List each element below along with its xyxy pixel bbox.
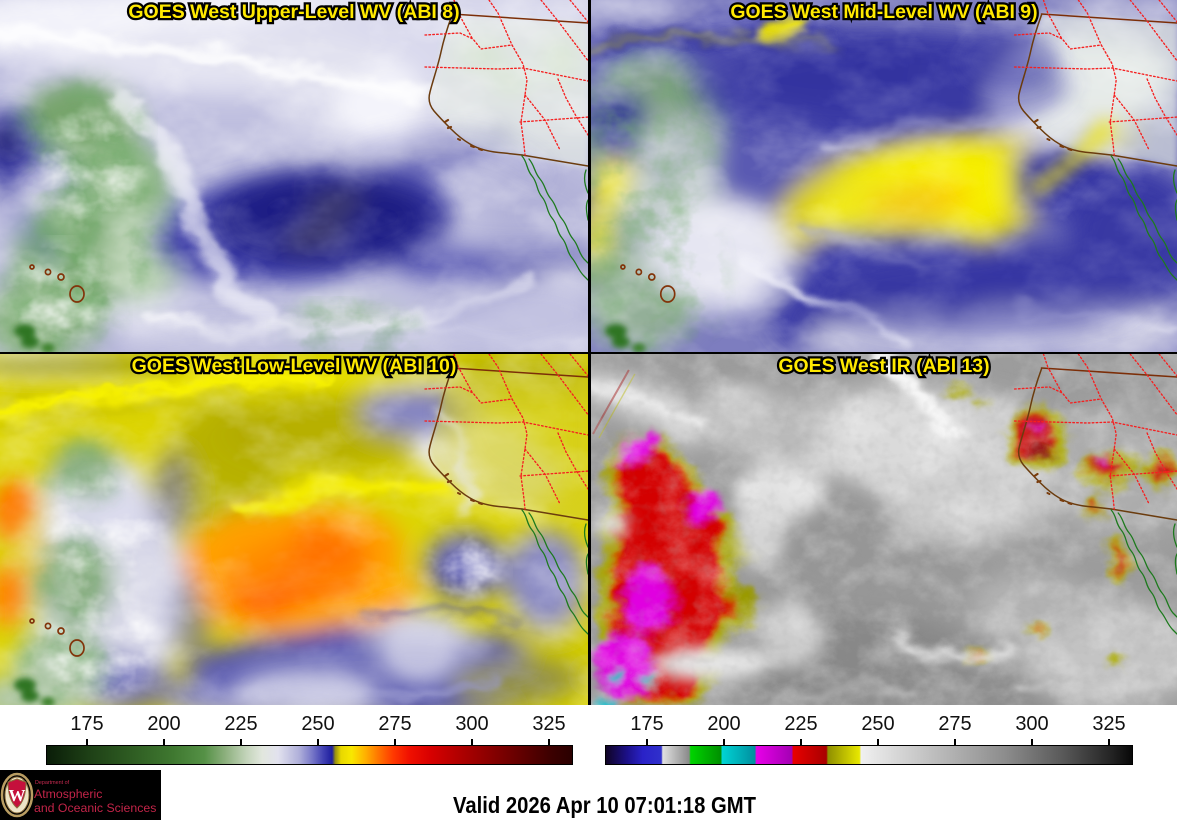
svg-text:W: W bbox=[9, 786, 26, 805]
svg-text:and Oceanic Sciences: and Oceanic Sciences bbox=[34, 801, 156, 815]
svg-text:GOES West IR (ABI 13): GOES West IR (ABI 13) bbox=[778, 355, 989, 377]
svg-text:GOES West Mid-Level WV (ABI 9): GOES West Mid-Level WV (ABI 9) bbox=[730, 1, 1037, 23]
svg-text:GOES West Upper-Level WV (ABI: GOES West Upper-Level WV (ABI 8) bbox=[128, 1, 459, 23]
svg-text:Department of: Department of bbox=[35, 780, 70, 786]
svg-text:GOES West Low-Level WV (ABI 10: GOES West Low-Level WV (ABI 10) bbox=[132, 355, 457, 377]
svg-text:Atmospheric: Atmospheric bbox=[34, 787, 102, 801]
